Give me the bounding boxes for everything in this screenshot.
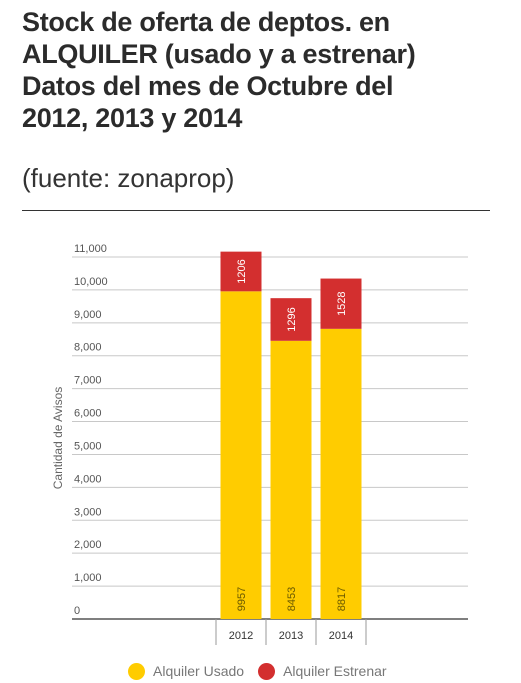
source-note: (fuente: zonaprop) (22, 163, 235, 193)
legend: Alquiler Usado Alquiler Estrenar (128, 660, 401, 682)
title-line-1: Stock de oferta de deptos. en (22, 7, 390, 37)
bar-estrenar (270, 298, 312, 341)
stacked-bar-chart: 0 1,000 2,000 3,000 4,000 5,000 6,000 7,000 8,00… (51, 243, 468, 645)
data-label-usado: 9957 (236, 587, 248, 611)
y-tick-label: 2,000 (74, 539, 102, 551)
title-line-2: ALQUILER (usado y a estrenar) (22, 39, 416, 69)
x-tick-label: 2014 (329, 630, 353, 642)
x-tick-label: 2012 (229, 630, 253, 642)
bar-estrenar (220, 251, 262, 292)
y-tick-label: 4,000 (74, 473, 102, 485)
data-label-estrenar: 1206 (236, 259, 248, 283)
legend-label-usado: Alquiler Usado (153, 663, 245, 679)
x-tick-label: 2013 (279, 630, 303, 642)
legend-label-estrenar: Alquiler Estrenar (283, 663, 387, 679)
bar-estrenar (320, 278, 362, 329)
divider (22, 210, 490, 211)
chart-title: Stock de oferta de deptos. en ALQUILER (… (22, 6, 502, 134)
legend-swatch-usado (128, 662, 145, 680)
y-tick-label: 1,000 (74, 572, 102, 584)
title-line-4: 2012, 2013 y 2014 (22, 103, 243, 133)
y-tick-label: 6,000 (74, 408, 102, 420)
bar-usado (220, 291, 262, 619)
y-tick-label: 0 (74, 605, 80, 617)
title-line-3: Datos del mes de Octubre del (22, 71, 394, 101)
data-label-usado: 8817 (336, 587, 348, 611)
y-tick-label: 10,000 (74, 276, 108, 288)
legend-swatch-estrenar (258, 662, 276, 680)
y-tick-label: 8,000 (74, 342, 102, 354)
y-tick-label: 3,000 (74, 506, 102, 518)
bar-usado (270, 340, 312, 619)
bar-usado (320, 328, 362, 619)
data-label-estrenar: 1296 (286, 307, 298, 331)
y-tick-label: 5,000 (74, 440, 102, 452)
y-tick-label: 7,000 (74, 375, 102, 387)
legend-item-estrenar: Alquiler Estrenar (258, 662, 387, 680)
data-label-estrenar: 1528 (336, 291, 348, 315)
data-label-usado: 8453 (286, 587, 298, 611)
y-tick-label: 9,000 (74, 309, 102, 321)
y-tick-label: 11,000 (74, 243, 107, 255)
legend-item-usado: Alquiler Usado (128, 662, 245, 680)
y-axis-label: Cantidad de Avisos (51, 387, 65, 490)
